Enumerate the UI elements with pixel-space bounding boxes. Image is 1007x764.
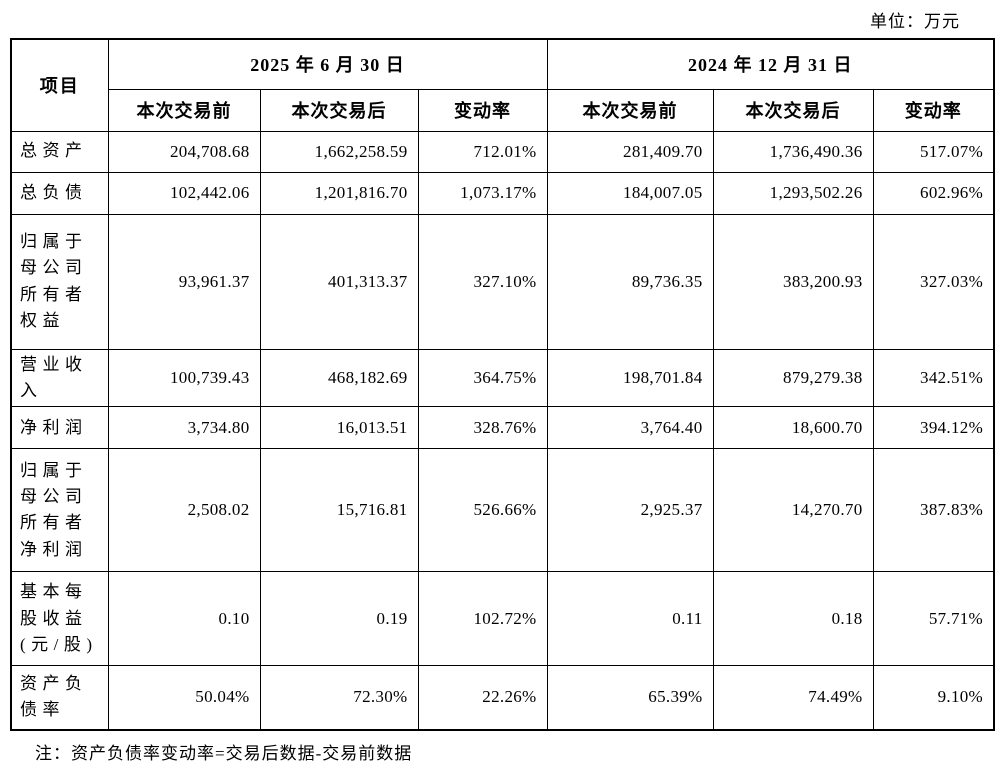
cell-value: 16,013.51 [259, 406, 419, 450]
cell-value: 2,508.02 [107, 448, 261, 573]
date-header-row: 项目 2025 年 6 月 30 日 2024 年 12 月 31 日 [10, 38, 995, 132]
cell-value: 1,736,490.36 [712, 130, 874, 173]
row-label: 资产负债率 [10, 665, 109, 731]
subheader-2024-before: 本次交易前 [546, 88, 714, 132]
row-label: 总资产 [10, 130, 109, 173]
cell-value: 0.10 [107, 571, 261, 667]
unit-label: 单位：万元 [870, 12, 960, 31]
table-row: 总负债 102,442.06 1,201,816.70 1,073.17% 18… [10, 171, 995, 215]
row-label: 基本每股收益(元/股) [10, 571, 109, 667]
table-row: 归属于母公司所有者权益 93,961.37 401,313.37 327.10%… [10, 213, 995, 350]
cell-value: 1,073.17% [417, 171, 548, 215]
corner-header-item: 项目 [10, 38, 109, 132]
cell-value: 72.30% [259, 665, 419, 731]
cell-value: 198,701.84 [546, 348, 714, 408]
cell-value: 100,739.43 [107, 348, 261, 408]
cell-value: 2,925.37 [546, 448, 714, 573]
row-label: 净利润 [10, 406, 109, 450]
cell-value: 0.11 [546, 571, 714, 667]
cell-value: 18,600.70 [712, 406, 874, 450]
cell-value: 342.51% [872, 348, 995, 408]
cell-value: 0.19 [259, 571, 419, 667]
cell-value: 22.26% [417, 665, 548, 731]
cell-value: 1,201,816.70 [259, 171, 419, 215]
cell-value: 3,734.80 [107, 406, 261, 450]
table-body: 总资产 204,708.68 1,662,258.59 712.01% 281,… [10, 130, 995, 731]
cell-value: 394.12% [872, 406, 995, 450]
cell-value: 1,662,258.59 [259, 130, 419, 173]
cell-value: 526.66% [417, 448, 548, 573]
cell-value: 712.01% [417, 130, 548, 173]
financial-comparison-table: 项目 2025 年 6 月 30 日 2024 年 12 月 31 日 本次交易… [10, 38, 996, 731]
cell-value: 327.03% [872, 213, 995, 350]
cell-value: 401,313.37 [259, 213, 419, 350]
cell-value: 602.96% [872, 171, 995, 215]
table-row: 资产负债率 50.04% 72.30% 22.26% 65.39% 74.49%… [10, 665, 995, 731]
cell-value: 89,736.35 [546, 213, 714, 350]
date-header-2025: 2025 年 6 月 30 日 [107, 38, 548, 90]
cell-value: 3,764.40 [546, 406, 714, 450]
cell-value: 9.10% [872, 665, 995, 731]
cell-value: 1,293,502.26 [712, 171, 874, 215]
cell-value: 50.04% [107, 665, 261, 731]
row-label: 营业收入 [10, 348, 109, 408]
cell-value: 328.76% [417, 406, 548, 450]
cell-value: 184,007.05 [546, 171, 714, 215]
cell-value: 468,182.69 [259, 348, 419, 408]
row-label: 归属于母公司所有者净利润 [10, 448, 109, 573]
cell-value: 281,409.70 [546, 130, 714, 173]
cell-value: 327.10% [417, 213, 548, 350]
row-label: 总负债 [10, 171, 109, 215]
table-row: 基本每股收益(元/股) 0.10 0.19 102.72% 0.11 0.18 … [10, 571, 995, 667]
table-row: 总资产 204,708.68 1,662,258.59 712.01% 281,… [10, 130, 995, 173]
subheader-2025-change: 变动率 [417, 88, 548, 132]
cell-value: 93,961.37 [107, 213, 261, 350]
subheader-2024-change: 变动率 [872, 88, 995, 132]
cell-value: 14,270.70 [712, 448, 874, 573]
cell-value: 0.18 [712, 571, 874, 667]
table-row: 营业收入 100,739.43 468,182.69 364.75% 198,7… [10, 348, 995, 408]
date-header-2024: 2024 年 12 月 31 日 [546, 38, 995, 90]
cell-value: 364.75% [417, 348, 548, 408]
cell-value: 383,200.93 [712, 213, 874, 350]
cell-value: 517.07% [872, 130, 995, 173]
cell-value: 74.49% [712, 665, 874, 731]
subheader-2024-after: 本次交易后 [712, 88, 874, 132]
cell-value: 65.39% [546, 665, 714, 731]
cell-value: 102,442.06 [107, 171, 261, 215]
footnote: 注：资产负债率变动率=交易后数据-交易前数据 [35, 743, 413, 763]
cell-value: 879,279.38 [712, 348, 874, 408]
cell-value: 387.83% [872, 448, 995, 573]
table-header: 项目 2025 年 6 月 30 日 2024 年 12 月 31 日 本次交易… [10, 38, 995, 132]
cell-value: 102.72% [417, 571, 548, 667]
sub-header-row: 本次交易前 本次交易后 变动率 本次交易前 本次交易后 变动率 [11, 88, 995, 132]
row-label: 归属于母公司所有者权益 [10, 213, 109, 350]
table-row: 净利润 3,734.80 16,013.51 328.76% 3,764.40 … [10, 406, 995, 450]
table-row: 归属于母公司所有者净利润 2,508.02 15,716.81 526.66% … [10, 448, 995, 573]
subheader-2025-before: 本次交易前 [107, 88, 261, 132]
cell-value: 15,716.81 [259, 448, 419, 573]
subheader-2025-after: 本次交易后 [259, 88, 419, 132]
cell-value: 57.71% [872, 571, 995, 667]
cell-value: 204,708.68 [107, 130, 261, 173]
